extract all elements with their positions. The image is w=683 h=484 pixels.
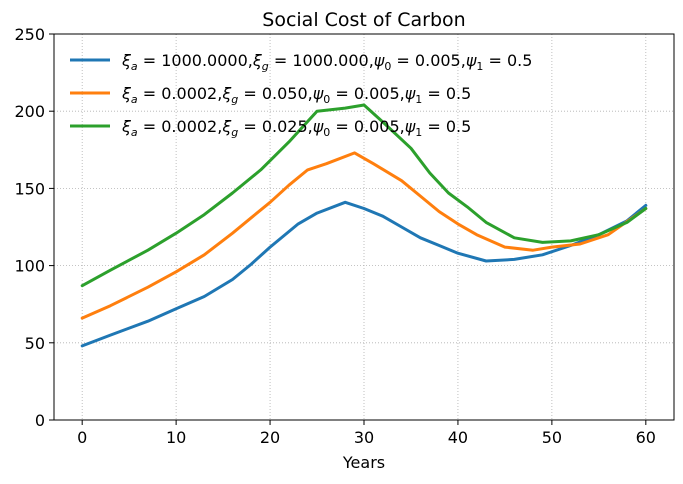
chart-title: Social Cost of Carbon [262, 9, 465, 31]
y-tick-label: 150 [14, 179, 45, 198]
legend-entry-1: ξa = 1000.0000,ξg = 1000.000,ψ0 = 0.005,… [121, 51, 532, 73]
legend: ξa = 1000.0000,ξg = 1000.000,ψ0 = 0.005,… [70, 51, 532, 139]
series-line-1 [80, 200, 648, 348]
y-tick-label: 200 [14, 102, 45, 121]
x-tick-label: 40 [448, 428, 468, 447]
legend-entry-3: ξa = 0.0002,ξg = 0.025,ψ0 = 0.005,ψ1 = 0… [121, 117, 471, 139]
y-tick-label: 50 [25, 334, 45, 353]
x-tick-label: 0 [77, 428, 87, 447]
series-line-3 [80, 103, 648, 288]
y-tick-label: 250 [14, 25, 45, 44]
x-axis-label: Years [342, 453, 385, 472]
y-axis-ticks: 0 50 100 150 200 250 [14, 25, 54, 430]
x-axis-ticks: 0 10 20 30 40 50 60 [77, 420, 656, 447]
x-tick-label: 20 [260, 428, 280, 447]
x-tick-label: 60 [636, 428, 656, 447]
x-tick-label: 10 [166, 428, 186, 447]
y-tick-label: 100 [14, 257, 45, 276]
series-line-2 [80, 151, 648, 320]
legend-entry-2: ξa = 0.0002,ξg = 0.050,ψ0 = 0.005,ψ1 = 0… [121, 84, 471, 106]
series-lines [80, 103, 648, 348]
x-tick-label: 50 [542, 428, 562, 447]
y-tick-label: 0 [35, 411, 45, 430]
x-tick-label: 30 [354, 428, 374, 447]
